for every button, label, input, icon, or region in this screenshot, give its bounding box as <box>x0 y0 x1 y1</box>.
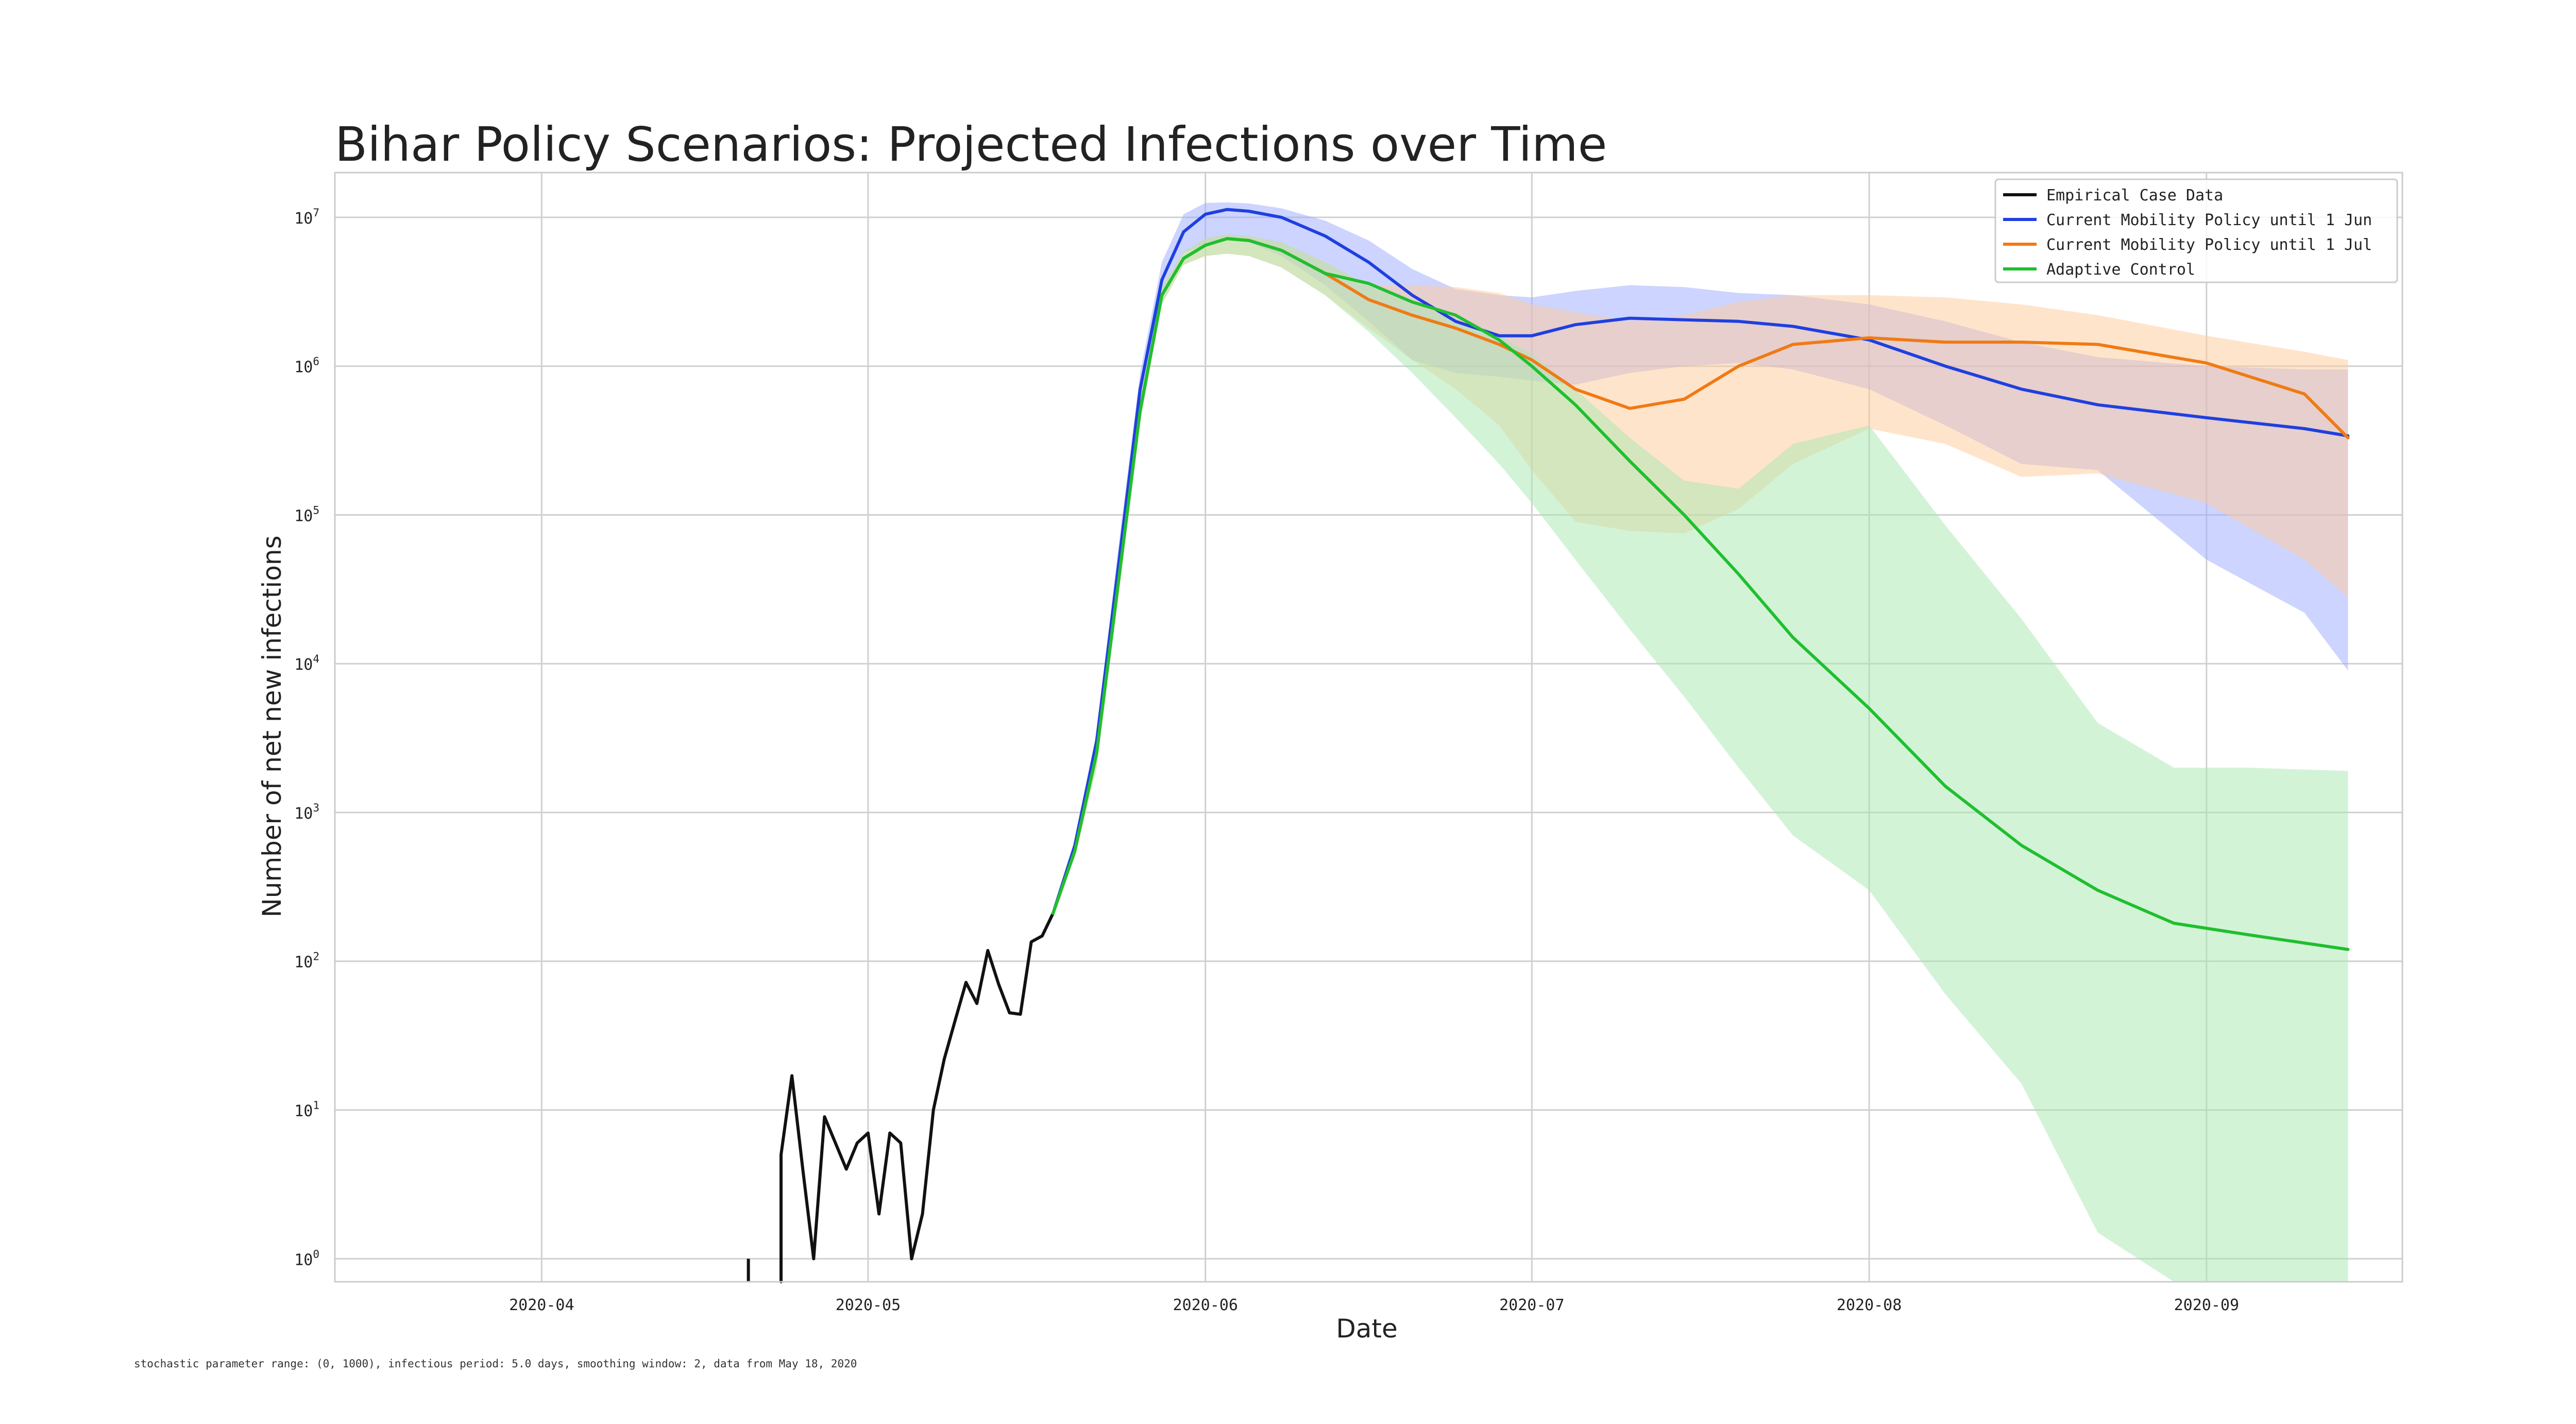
x-tick-label: 2020-07 <box>1499 1296 1564 1314</box>
legend-label: Adaptive Control <box>2046 261 2195 279</box>
series-line <box>1052 208 2350 915</box>
legend-box <box>1994 178 2398 283</box>
y-tick-label: 104 <box>294 653 319 674</box>
confidence-band <box>1053 234 2348 913</box>
legend-items: Empirical Case Data Current Mobility Poli… <box>2003 187 2372 279</box>
x-tick-label: 2020-06 <box>1173 1296 1238 1314</box>
x-axis-ticks: 2020-04 2020-05 2020-06 2020-07 2020-08 2020-… <box>509 1296 2239 1314</box>
y-tick-label: 106 <box>294 355 319 377</box>
x-tick-label: 2020-08 <box>1837 1296 1902 1314</box>
y-tick-label: 100 <box>294 1248 319 1269</box>
legend-label: Current Mobility Policy until 1 Jun <box>2046 211 2372 229</box>
x-tick-label: 2020-05 <box>836 1296 901 1314</box>
chart-title: Bihar Policy Scenarios: Projected Infect… <box>335 117 1607 172</box>
x-axis-label: Date <box>1336 1314 1398 1344</box>
y-tick-label: 103 <box>294 802 319 823</box>
y-tick-label: 102 <box>294 951 319 972</box>
legend-label: Empirical Case Data <box>2046 187 2223 205</box>
confidence-band <box>1053 234 2348 1282</box>
series-line <box>1052 237 2350 951</box>
series-lines <box>747 208 2350 1283</box>
confidence-bands <box>1053 202 2348 1282</box>
footnote: stochastic parameter range: (0, 1000), i… <box>134 1358 857 1370</box>
y-tick-label: 105 <box>294 504 319 525</box>
plot-frame <box>334 172 2403 1283</box>
y-axis-ticks: 100 101 102 103 104 105 106 107 <box>294 207 319 1269</box>
y-axis-label: Number of net new infections <box>257 535 287 917</box>
x-tick-label: 2020-09 <box>2174 1296 2239 1314</box>
legend-label: Current Mobility Policy until 1 Jul <box>2046 236 2372 254</box>
y-tick-label: 101 <box>294 1099 319 1121</box>
x-tick-label: 2020-04 <box>509 1296 574 1314</box>
legend: Empirical Case Data Current Mobility Poli… <box>1994 178 2398 283</box>
series-line <box>779 911 1055 1283</box>
y-tick-label: 107 <box>294 207 319 228</box>
